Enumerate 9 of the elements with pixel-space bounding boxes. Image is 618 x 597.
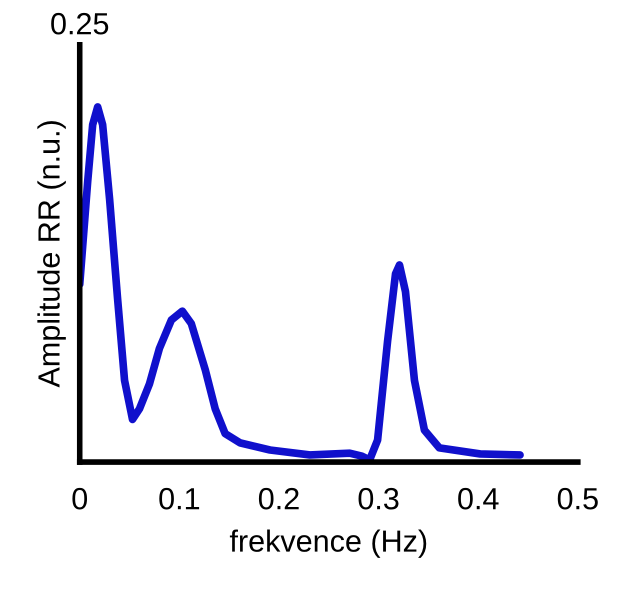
x-tick-label: 0.5 <box>558 488 598 510</box>
x-tick-label: 0 <box>72 488 88 510</box>
text: 0.25 <box>51 12 108 35</box>
x-tick-label: 0.4 <box>458 488 499 510</box>
x-tick-label: 0.3 <box>358 488 398 510</box>
x-axis-title: frekvence (Hz) <box>230 529 426 558</box>
x-tick-label: 0.2 <box>258 488 299 510</box>
x-tick-label: 0.1 <box>159 488 200 510</box>
y-axis-title: Amplitude RR (n.u.) <box>37 121 66 388</box>
